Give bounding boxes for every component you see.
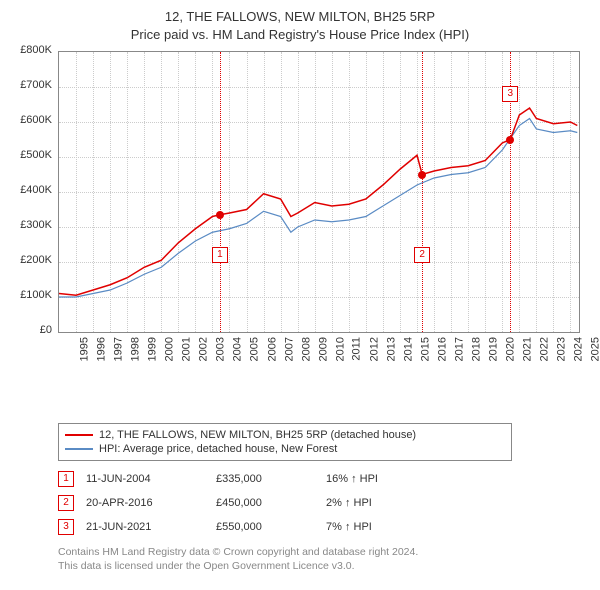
x-axis-label: 2018 [471, 337, 483, 361]
event-row: 1 11-JUN-2004£335,00016% ↑ HPI [58, 467, 590, 491]
event-point [418, 171, 426, 179]
x-axis-label: 2011 [350, 337, 362, 361]
legend-item: HPI: Average price, detached house, New … [65, 442, 505, 456]
title-line-1: 12, THE FALLOWS, NEW MILTON, BH25 5RP [10, 8, 590, 26]
y-axis-label: £500K [10, 149, 52, 161]
event-row-delta: 7% ↑ HPI [326, 521, 436, 533]
x-axis-label: 2013 [385, 337, 397, 361]
y-axis-label: £700K [10, 79, 52, 91]
x-axis-label: 2007 [283, 337, 295, 361]
x-axis-label: 2003 [215, 337, 227, 361]
event-row-num: 3 [58, 519, 74, 535]
event-row-delta: 16% ↑ HPI [326, 473, 436, 485]
legend-item: 12, THE FALLOWS, NEW MILTON, BH25 5RP (d… [65, 428, 505, 442]
chart-title: 12, THE FALLOWS, NEW MILTON, BH25 5RP Pr… [10, 8, 590, 43]
y-axis-label: £800K [10, 44, 52, 56]
y-axis-label: £0 [10, 324, 52, 336]
series-price_paid [59, 108, 577, 295]
legend-box: 12, THE FALLOWS, NEW MILTON, BH25 5RP (d… [58, 423, 512, 461]
y-axis-label: £600K [10, 114, 52, 126]
event-row-date: 21-JUN-2021 [86, 521, 216, 533]
x-axis-label: 2025 [590, 337, 600, 361]
x-axis-label: 1997 [113, 337, 125, 361]
event-table: 1 11-JUN-2004£335,00016% ↑ HPI 2 20-APR-201… [58, 467, 590, 539]
x-axis-label: 2005 [249, 337, 261, 361]
x-axis-label: 2015 [419, 337, 431, 361]
event-row-date: 20-APR-2016 [86, 497, 216, 509]
event-row: 2 20-APR-2016£450,0002% ↑ HPI [58, 491, 590, 515]
x-axis-label: 1999 [147, 337, 159, 361]
event-row-price: £450,000 [216, 497, 326, 509]
event-vline [422, 52, 423, 332]
footer-attribution: Contains HM Land Registry data © Crown c… [58, 545, 590, 573]
x-axis-label: 1995 [78, 337, 90, 361]
event-point [216, 211, 224, 219]
x-axis-label: 2001 [181, 337, 193, 361]
y-axis-label: £100K [10, 289, 52, 301]
x-axis-label: 1996 [96, 337, 108, 361]
legend-label: HPI: Average price, detached house, New … [99, 443, 337, 455]
x-axis-label: 2010 [334, 337, 346, 361]
x-axis-label: 2023 [556, 337, 568, 361]
event-marker-box: 1 [212, 247, 228, 263]
x-axis-label: 2006 [266, 337, 278, 361]
event-marker-box: 3 [502, 86, 518, 102]
x-axis-label: 2024 [573, 337, 585, 361]
x-axis-label: 2002 [198, 337, 210, 361]
event-row: 3 21-JUN-2021£550,0007% ↑ HPI [58, 515, 590, 539]
series-svg [59, 52, 579, 332]
chart-area: 1 2 3 £0 £100K £200K £300K £400K £500K £600K £700K… [10, 47, 590, 377]
x-axis-label: 2012 [368, 337, 380, 361]
x-axis-label: 1998 [130, 337, 142, 361]
x-axis-label: 2008 [300, 337, 312, 361]
event-marker-box: 2 [414, 247, 430, 263]
legend-label: 12, THE FALLOWS, NEW MILTON, BH25 5RP (d… [99, 429, 416, 441]
legend-swatch [65, 434, 93, 436]
event-point [506, 136, 514, 144]
x-axis-label: 2014 [402, 337, 414, 361]
legend-swatch [65, 448, 93, 450]
x-axis-label: 2022 [539, 337, 551, 361]
y-axis-label: £300K [10, 219, 52, 231]
footer-line-1: Contains HM Land Registry data © Crown c… [58, 545, 590, 559]
x-axis-label: 2004 [232, 337, 244, 361]
title-line-2: Price paid vs. HM Land Registry's House … [10, 26, 590, 44]
y-axis-label: £200K [10, 254, 52, 266]
plot-region: 1 2 3 [58, 51, 580, 333]
x-axis-label: 2016 [437, 337, 449, 361]
event-row-price: £550,000 [216, 521, 326, 533]
x-axis-label: 2017 [454, 337, 466, 361]
event-row-date: 11-JUN-2004 [86, 473, 216, 485]
event-row-delta: 2% ↑ HPI [326, 497, 436, 509]
x-axis-label: 2019 [488, 337, 500, 361]
x-axis-label: 2009 [317, 337, 329, 361]
y-axis-label: £400K [10, 184, 52, 196]
event-vline [220, 52, 221, 332]
event-row-num: 1 [58, 471, 74, 487]
event-row-price: £335,000 [216, 473, 326, 485]
x-axis-label: 2020 [505, 337, 517, 361]
footer-line-2: This data is licensed under the Open Gov… [58, 559, 590, 573]
x-axis-label: 2021 [522, 337, 534, 361]
x-axis-label: 2000 [164, 337, 176, 361]
event-row-num: 2 [58, 495, 74, 511]
